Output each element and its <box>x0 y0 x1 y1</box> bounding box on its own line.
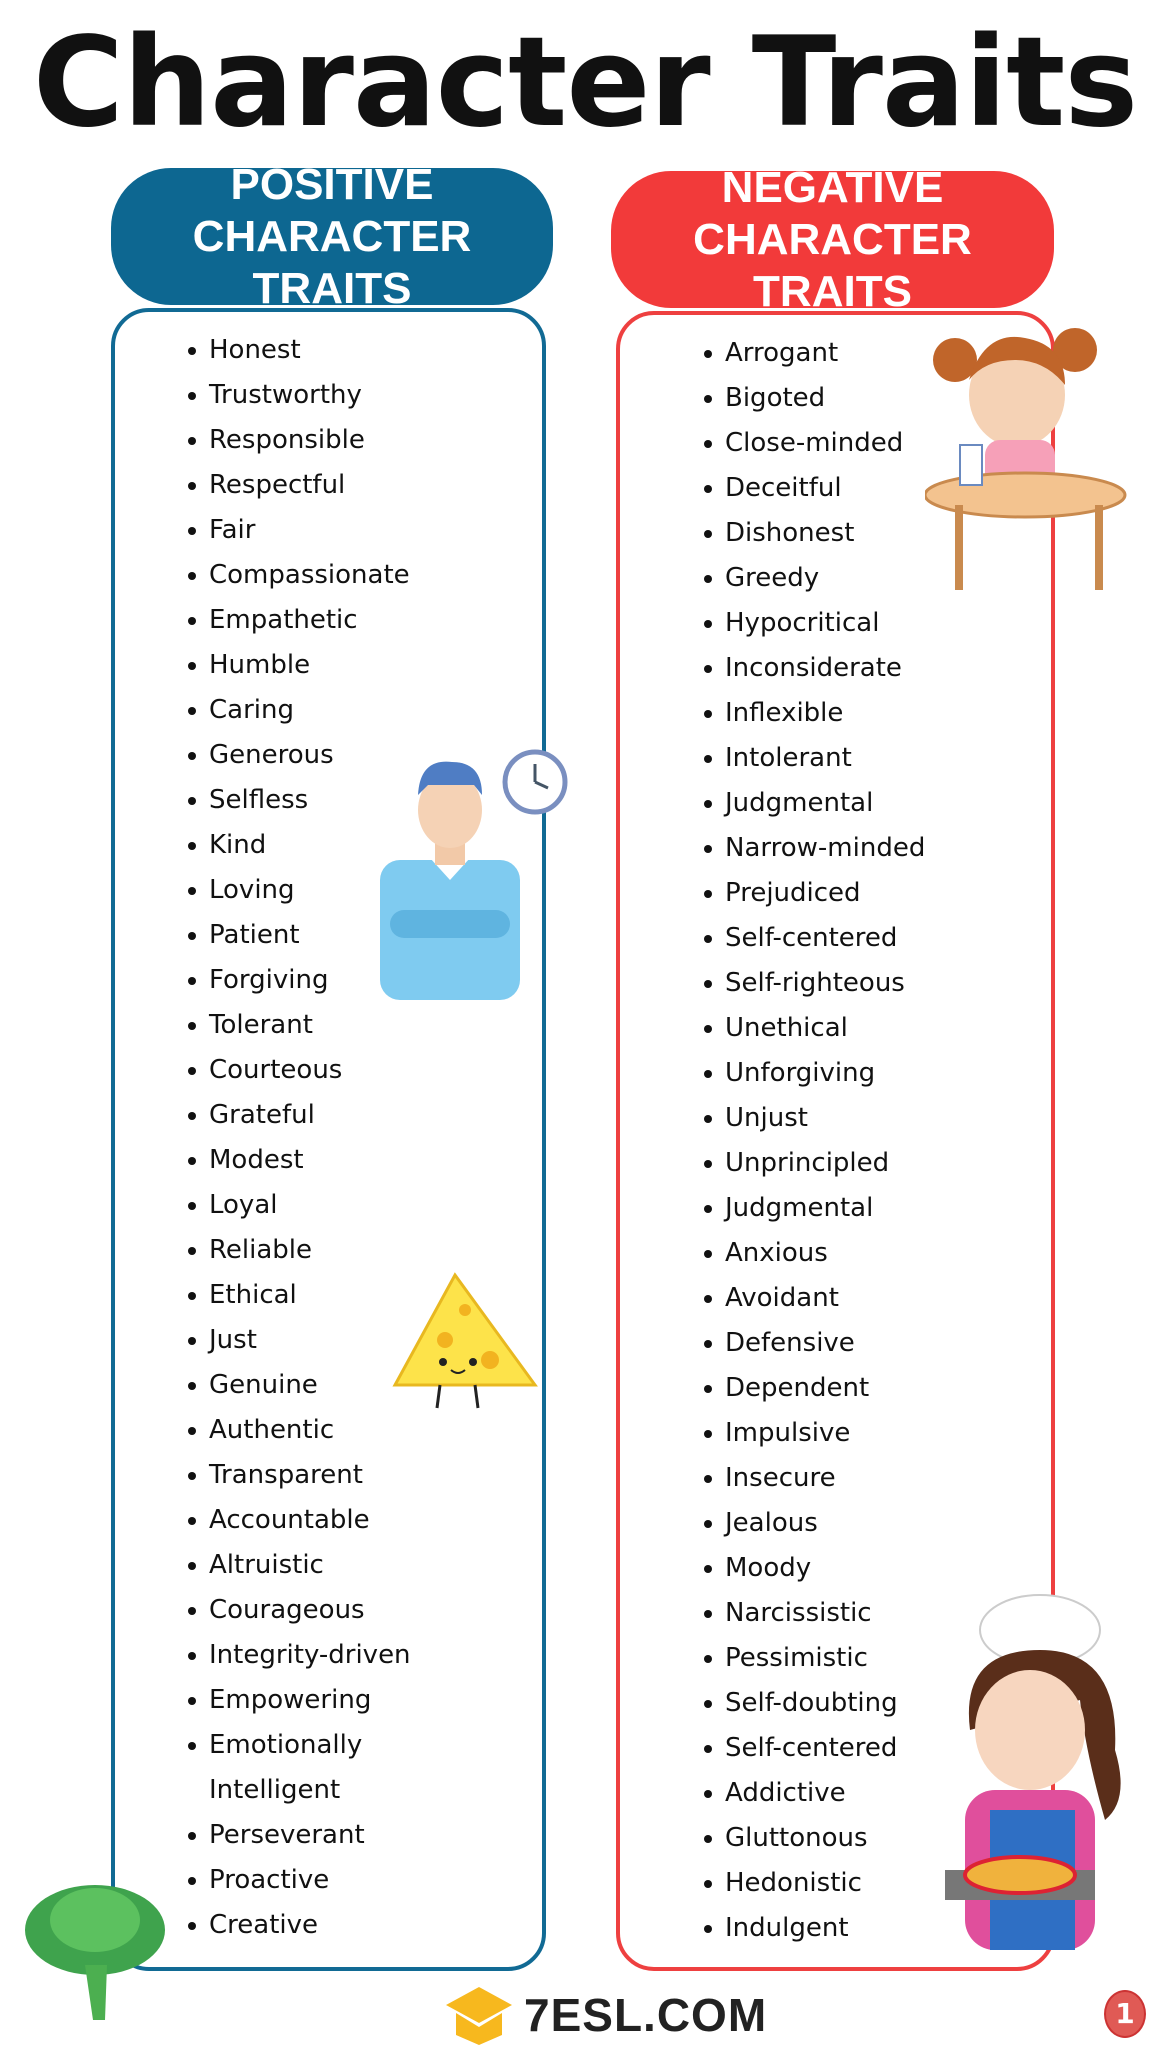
positive-trait-item: Transparent <box>186 1453 449 1498</box>
negative-trait-item: Narrow-minded <box>702 826 925 871</box>
negative-trait-item: Deceitful <box>702 466 925 511</box>
positive-trait-item: Grateful <box>186 1093 449 1138</box>
positive-list-box <box>111 308 546 1971</box>
negative-trait-item: Unforgiving <box>702 1051 925 1096</box>
negative-header: NEGATIVE CHARACTER TRAITS <box>611 163 1054 316</box>
positive-trait-item: Patient <box>186 913 449 958</box>
positive-trait-item: Genuine <box>186 1363 449 1408</box>
positive-trait-item: Selfless <box>186 778 449 823</box>
positive-trait-item: Trustworthy <box>186 373 449 418</box>
positive-trait-item: Accountable <box>186 1498 449 1543</box>
negative-traits-list: Arrogant Bigoted Close-minded Deceitful Dish… <box>702 331 925 1951</box>
negative-trait-item: Greedy <box>702 556 925 601</box>
negative-trait-item: Jealous <box>702 1501 925 1546</box>
negative-trait-item: Avoidant <box>702 1276 925 1321</box>
page-title: Character Traits <box>32 11 1138 155</box>
logo-text: 7ESL.COM <box>524 1989 768 2041</box>
negative-trait-item: Self-righteous <box>702 961 925 1006</box>
negative-trait-item: Moody <box>702 1546 925 1591</box>
positive-trait-item: Honest <box>186 328 449 373</box>
negative-trait-item: Hedonistic <box>702 1861 925 1906</box>
positive-trait-item: Forgiving <box>186 958 449 1003</box>
negative-trait-item: Judgmental <box>702 781 925 826</box>
positive-trait-item: Courteous <box>186 1048 449 1093</box>
positive-header-line2: CHARACTER TRAITS <box>192 211 472 313</box>
lettuce-illustration <box>25 1885 165 2020</box>
negative-trait-item: Narcissistic <box>702 1591 925 1636</box>
negative-trait-item: Unethical <box>702 1006 925 1051</box>
positive-header-line1: POSITIVE <box>230 159 434 209</box>
positive-trait-item: Modest <box>186 1138 449 1183</box>
angry-man-with-clock-illustration <box>380 749 568 1000</box>
positive-trait-item: Loyal <box>186 1183 449 1228</box>
positive-trait-item: Responsible <box>186 418 449 463</box>
negative-trait-item: Addictive <box>702 1771 925 1816</box>
positive-traits-list: Honest Trustworthy Responsible Respectful Fa… <box>186 328 449 1948</box>
positive-trait-item: Compassionate <box>186 553 449 598</box>
positive-trait-item: Creative <box>186 1903 449 1948</box>
negative-trait-item: Self-doubting <box>702 1681 925 1726</box>
positive-trait-item: Courageous <box>186 1588 449 1633</box>
negative-trait-item: Prejudiced <box>702 871 925 916</box>
negative-trait-item: Self-centered <box>702 916 925 961</box>
negative-trait-item: Dependent <box>702 1366 925 1411</box>
negative-trait-item: Arrogant <box>702 331 925 376</box>
negative-trait-item: Dishonest <box>702 511 925 556</box>
negative-header-line1: NEGATIVE <box>721 162 944 212</box>
positive-trait-item: Loving <box>186 868 449 913</box>
negative-trait-item: Anxious <box>702 1231 925 1276</box>
negative-trait-item: Bigoted <box>702 376 925 421</box>
negative-trait-item: Inflexible <box>702 691 925 736</box>
negative-trait-item: Judgmental <box>702 1186 925 1231</box>
positive-trait-item: Proactive <box>186 1858 449 1903</box>
negative-trait-item: Inconsiderate <box>702 646 925 691</box>
positive-trait-item: Authentic <box>186 1408 449 1453</box>
positive-trait-item: Empathetic <box>186 598 449 643</box>
positive-trait-item: Emotionally Intelligent <box>186 1723 449 1813</box>
negative-trait-item: Insecure <box>702 1456 925 1501</box>
negative-trait-item: Impulsive <box>702 1411 925 1456</box>
negative-trait-item: Gluttonous <box>702 1816 925 1861</box>
positive-trait-item: Ethical <box>186 1273 449 1318</box>
page-number-badge: 1 <box>1104 1990 1146 2038</box>
positive-trait-item: Just <box>186 1318 449 1363</box>
girl-at-table-illustration <box>925 328 1127 590</box>
footer-logo: 7ESL.COM <box>444 1985 767 2045</box>
positive-trait-item: Altruistic <box>186 1543 449 1588</box>
girl-chef-illustration <box>945 1594 1121 1950</box>
positive-header: POSITIVE CHARACTER TRAITS <box>111 160 553 313</box>
graduation-cap-icon <box>446 1987 512 2045</box>
negative-trait-item: Indulgent <box>702 1906 925 1951</box>
negative-trait-item: Self-centered <box>702 1726 925 1771</box>
cheese-character-illustration <box>392 1272 538 1409</box>
positive-trait-item: Respectful <box>186 463 449 508</box>
positive-trait-item: Integrity-driven <box>186 1633 449 1678</box>
negative-trait-item: Pessimistic <box>702 1636 925 1681</box>
positive-trait-item: Tolerant <box>186 1003 449 1048</box>
positive-trait-item: Humble <box>186 643 449 688</box>
negative-trait-item: Close-minded <box>702 421 925 466</box>
negative-trait-item: Defensive <box>702 1321 925 1366</box>
positive-trait-item: Caring <box>186 688 449 733</box>
positive-trait-item: Empowering <box>186 1678 449 1723</box>
positive-trait-item: Reliable <box>186 1228 449 1273</box>
negative-trait-item: Unjust <box>702 1096 925 1141</box>
positive-trait-item: Fair <box>186 508 449 553</box>
positive-trait-item: Perseverant <box>186 1813 449 1858</box>
negative-trait-item: Intolerant <box>702 736 925 781</box>
negative-header-line2: CHARACTER TRAITS <box>693 214 972 316</box>
positive-trait-item: Kind <box>186 823 449 868</box>
positive-trait-item: Generous <box>186 733 449 778</box>
negative-trait-item: Unprincipled <box>702 1141 925 1186</box>
negative-trait-item: Hypocritical <box>702 601 925 646</box>
